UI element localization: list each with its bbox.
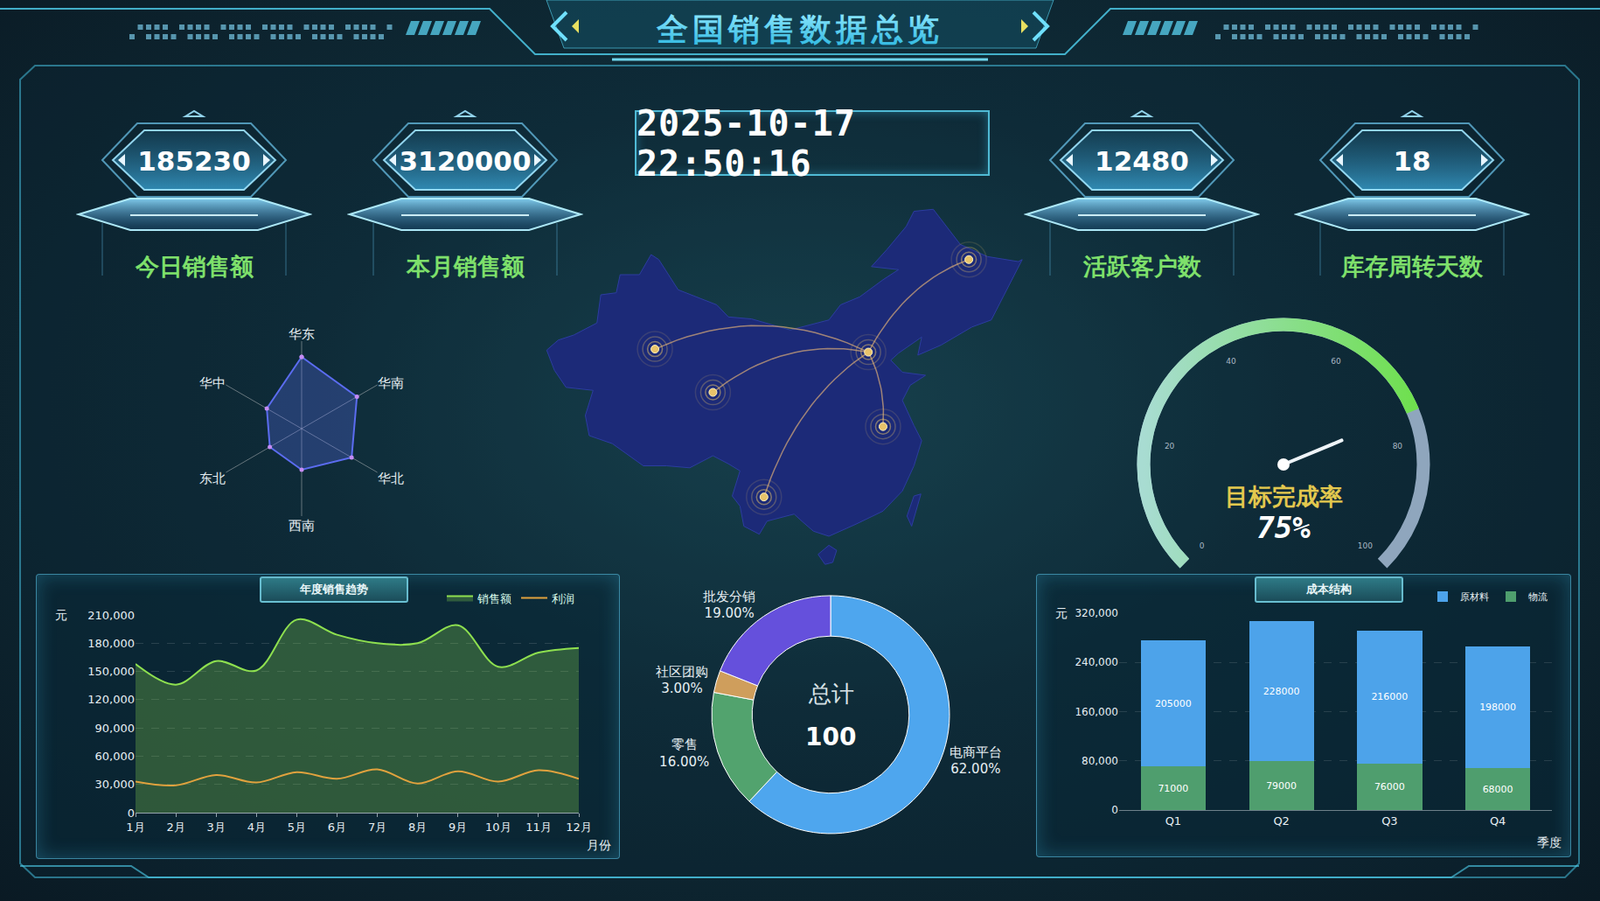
svg-text:9月: 9月	[448, 820, 467, 834]
svg-text:100: 100	[805, 722, 856, 752]
svg-text:10月: 10月	[485, 820, 512, 834]
svg-text:90,000: 90,000	[95, 721, 136, 735]
svg-text:320,000: 320,000	[1074, 606, 1119, 620]
svg-text:月份: 月份	[586, 837, 612, 852]
svg-text:东北: 东北	[199, 470, 226, 487]
svg-text:社区团购3.00%: 社区团购3.00%	[655, 663, 709, 697]
html-text:年度销售趋势: 年度销售趋势	[299, 582, 369, 596]
svg-text:228000: 228000	[1263, 685, 1301, 697]
svg-text:12480: 12480	[1094, 145, 1190, 177]
svg-text:120,000: 120,000	[87, 692, 135, 706]
svg-text:20: 20	[1164, 441, 1176, 451]
svg-text:180,000: 180,000	[87, 636, 135, 650]
svg-text:西南: 西南	[288, 517, 315, 534]
svg-text:18: 18	[1392, 145, 1431, 177]
svg-text:总计: 总计	[807, 680, 855, 707]
svg-text:71000: 71000	[1157, 782, 1189, 794]
svg-text:150,000: 150,000	[87, 664, 135, 678]
svg-text:1月: 1月	[125, 820, 145, 834]
svg-text:电商平台62.00%: 电商平台62.00%	[949, 744, 1002, 778]
svg-text:40: 40	[1225, 356, 1237, 366]
svg-text:75%: 75%	[1256, 509, 1311, 545]
svg-text:Q3: Q3	[1381, 813, 1399, 828]
svg-text:华南: 华南	[377, 375, 404, 391]
svg-text:4月: 4月	[247, 820, 266, 834]
svg-text:Q2: Q2	[1273, 813, 1290, 828]
svg-text:Q4: Q4	[1489, 813, 1507, 828]
svg-text:元: 元	[1055, 605, 1068, 620]
html-text:2025-10-17 22:50:16: 2025-10-17 22:50:16	[636, 102, 856, 184]
svg-text:210,000: 210,000	[87, 608, 135, 622]
svg-text:6月: 6月	[327, 820, 347, 834]
svg-text:华东: 华东	[288, 326, 315, 342]
svg-text:华北: 华北	[377, 470, 404, 487]
svg-text:销售额: 销售额	[476, 591, 512, 606]
svg-text:30,000: 30,000	[95, 777, 136, 791]
svg-text:0: 0	[127, 806, 135, 820]
svg-text:60,000: 60,000	[95, 749, 136, 763]
html-text:今日销售额: 今日销售额	[135, 252, 254, 280]
svg-text:零售16.00%: 零售16.00%	[659, 736, 710, 770]
svg-text:物流: 物流	[1528, 591, 1548, 603]
svg-text:3月: 3月	[207, 820, 226, 834]
svg-text:68000: 68000	[1482, 783, 1514, 795]
svg-text:利润: 利润	[551, 591, 575, 606]
svg-text:12月: 12月	[565, 820, 592, 834]
html-text:库存周转天数: 库存周转天数	[1341, 252, 1483, 280]
html-text:本月销售额: 本月销售额	[406, 252, 525, 280]
svg-text:60: 60	[1330, 356, 1342, 366]
svg-text:原材料: 原材料	[1460, 591, 1489, 603]
svg-text:8月: 8月	[408, 820, 427, 834]
svg-text:80,000: 80,000	[1081, 754, 1119, 767]
svg-text:5月: 5月	[287, 820, 307, 834]
svg-text:100: 100	[1357, 541, 1373, 550]
svg-text:2月: 2月	[166, 820, 185, 834]
svg-text:全国销售数据总览: 全国销售数据总览	[655, 11, 944, 48]
svg-text:80: 80	[1392, 441, 1404, 451]
svg-text:79000: 79000	[1266, 779, 1297, 792]
svg-text:季度: 季度	[1537, 834, 1562, 849]
svg-text:11月: 11月	[525, 820, 552, 834]
html-text:活跃客户数: 活跃客户数	[1082, 252, 1201, 280]
html-text:成本结构: 成本结构	[1306, 582, 1352, 596]
svg-text:160,000: 160,000	[1074, 705, 1119, 718]
svg-text:216000: 216000	[1370, 690, 1408, 703]
svg-text:Q1: Q1	[1165, 813, 1183, 828]
svg-text:3120000: 3120000	[399, 145, 532, 177]
svg-text:0: 0	[1111, 803, 1119, 816]
svg-text:205000: 205000	[1154, 697, 1192, 710]
svg-text:批发分销19.00%: 批发分销19.00%	[702, 588, 756, 622]
svg-text:185230: 185230	[137, 145, 251, 177]
svg-text:元: 元	[55, 607, 68, 622]
svg-text:240,000: 240,000	[1074, 655, 1119, 668]
svg-text:76000: 76000	[1374, 780, 1406, 793]
svg-text:华中: 华中	[199, 375, 226, 391]
svg-text:198000: 198000	[1479, 701, 1517, 713]
svg-text:0: 0	[1199, 541, 1205, 550]
svg-text:目标完成率: 目标完成率	[1224, 482, 1343, 510]
svg-text:7月: 7月	[368, 820, 387, 834]
